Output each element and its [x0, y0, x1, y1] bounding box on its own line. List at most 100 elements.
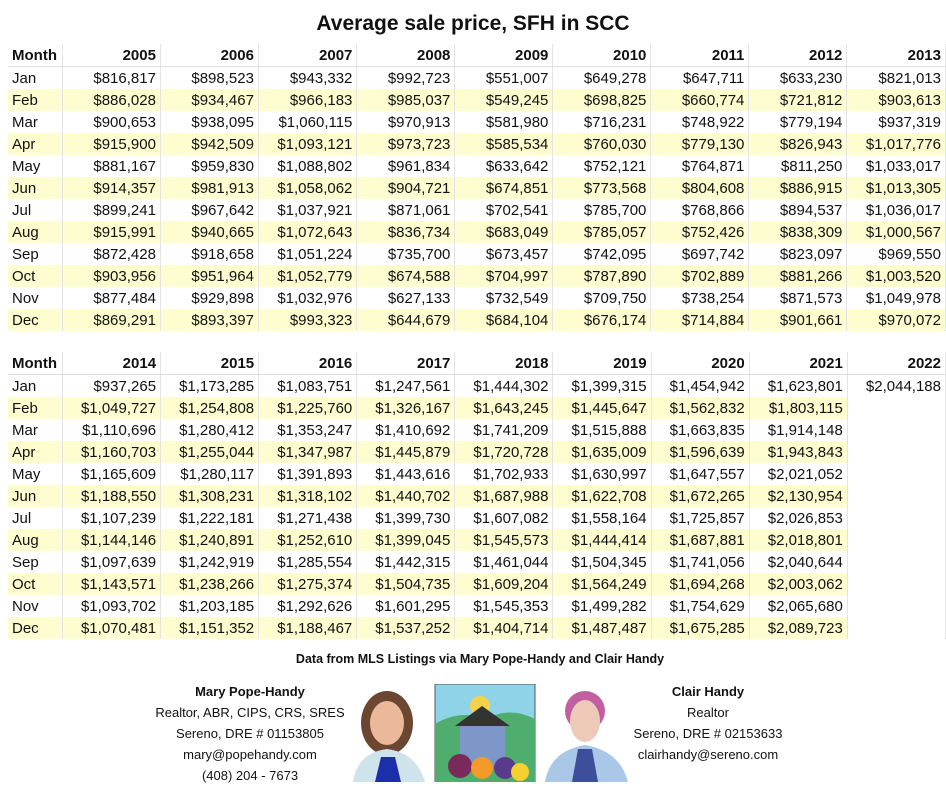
sereno-logo [434, 684, 536, 782]
price-cell: $869,291 [62, 309, 161, 331]
page-title: Average sale price, SFH in SCC [316, 12, 630, 35]
month-cell: Mar [8, 111, 63, 133]
price-cell: $1,399,045 [356, 529, 456, 551]
table-row: Aug $1,144,146 $1,240,891 $1,252,610 $1,399,… [8, 529, 946, 551]
price-cell: $1,093,702 [62, 595, 162, 617]
year-header: 2018 [454, 352, 554, 375]
price-cell: $779,130 [650, 133, 750, 155]
year-header: 2008 [356, 44, 456, 67]
agent-credentials: Realtor, ABR, CIPS, CRS, SRES [155, 705, 345, 720]
price-cell: $811,250 [748, 155, 848, 177]
month-cell: May [8, 155, 63, 177]
month-cell: Aug [8, 221, 63, 243]
price-cell: $764,871 [650, 155, 750, 177]
agent-card-clair: Clair Handy Realtor Sereno, DRE # 021536… [608, 681, 808, 765]
price-cell: $738,254 [650, 287, 750, 309]
price-cell: $1,504,345 [552, 551, 652, 573]
price-table-2014-2022: Month 2014 2015 2016 2017 2018 2019 2020 2021 202… [8, 352, 946, 639]
price-cell: $1,318,102 [258, 485, 358, 507]
price-cell: $1,725,857 [651, 507, 750, 529]
price-cell: $1,292,626 [258, 595, 358, 617]
price-cell: $1,188,467 [258, 617, 358, 639]
agent-email: mary@popehandy.com [183, 747, 317, 762]
table-row: Mar $900,653 $938,095 $1,060,115 $970,913 $58… [8, 111, 946, 133]
price-cell: $871,061 [356, 199, 456, 221]
month-cell: Jan [8, 66, 63, 89]
year-header: 2011 [650, 44, 750, 67]
price-cell: $881,266 [748, 265, 848, 287]
price-cell [847, 441, 946, 463]
price-cell: $1,049,727 [62, 397, 162, 419]
price-cell: $1,537,252 [356, 617, 456, 639]
price-cell: $721,812 [748, 89, 848, 111]
price-cell: $1,165,609 [62, 463, 162, 485]
price-cell [847, 595, 946, 617]
price-cell: $1,545,353 [454, 595, 554, 617]
price-cell: $1,060,115 [258, 111, 358, 133]
price-cell: $697,742 [650, 243, 750, 265]
table-row: Apr $1,160,703 $1,255,044 $1,347,987 $1,445,… [8, 441, 946, 463]
price-cell: $1,607,082 [454, 507, 554, 529]
price-cell: $1,003,520 [846, 265, 946, 287]
price-cell: $1,391,893 [258, 463, 358, 485]
price-cell: $886,915 [748, 177, 848, 199]
price-cell: $1,285,554 [258, 551, 358, 573]
price-cell: $1,049,978 [846, 287, 946, 309]
price-cell: $1,033,017 [846, 155, 946, 177]
price-cell: $1,110,696 [62, 419, 162, 441]
price-table-2005-2013: Month 2005 2006 2007 2008 2009 2010 2011 2012 201… [8, 44, 946, 331]
price-cell: $1,326,167 [356, 397, 456, 419]
price-cell: $742,095 [552, 243, 652, 265]
price-cell: $937,319 [846, 111, 946, 133]
price-cell: $2,026,853 [749, 507, 848, 529]
agent-title: Realtor [687, 705, 729, 720]
price-cell: $903,613 [846, 89, 946, 111]
price-cell: $1,443,616 [356, 463, 456, 485]
price-cell: $673,457 [454, 243, 554, 265]
price-cell: $1,404,714 [454, 617, 554, 639]
clair-portrait-photo [540, 683, 630, 782]
table-row: Feb $1,049,727 $1,254,808 $1,225,760 $1,326,… [8, 397, 946, 419]
price-cell: $1,252,610 [258, 529, 358, 551]
year-header: 2016 [258, 352, 358, 375]
month-cell: Feb [8, 89, 63, 111]
agent-license: Sereno, DRE # 01153805 [176, 726, 324, 741]
price-cell: $1,647,557 [651, 463, 750, 485]
price-cell: $1,093,121 [258, 133, 358, 155]
price-cell: $904,721 [356, 177, 456, 199]
year-header: 2009 [454, 44, 554, 67]
price-cell: $1,017,776 [846, 133, 946, 155]
year-header: 2020 [651, 352, 750, 375]
price-cell: $1,247,561 [356, 374, 456, 397]
month-cell: Sep [8, 243, 63, 265]
price-cell: $644,679 [356, 309, 456, 331]
agent-name: Mary Pope-Handy [195, 684, 305, 699]
price-cell: $1,943,843 [749, 441, 848, 463]
price-cell: $940,665 [160, 221, 259, 243]
price-cell: $967,642 [160, 199, 259, 221]
price-cell: $1,070,481 [62, 617, 162, 639]
price-cell: $1,663,835 [651, 419, 750, 441]
table-row: Jul $1,107,239 $1,222,181 $1,271,438 $1,399,… [8, 507, 946, 529]
table-row: Apr $915,900 $942,509 $1,093,121 $973,723 $58… [8, 133, 946, 155]
price-cell [847, 507, 946, 529]
price-cell: $1,622,708 [552, 485, 652, 507]
price-cell: $993,323 [258, 309, 358, 331]
price-cell: $779,194 [748, 111, 848, 133]
price-cell: $1,445,879 [356, 441, 456, 463]
year-header: 2007 [258, 44, 358, 67]
price-cell: $894,537 [748, 199, 848, 221]
price-cell: $1,188,550 [62, 485, 162, 507]
price-cell: $585,534 [454, 133, 554, 155]
price-cell: $1,444,302 [454, 374, 554, 397]
price-cell: $752,426 [650, 221, 750, 243]
price-cell: $1,596,639 [651, 441, 750, 463]
price-cell: $914,357 [62, 177, 161, 199]
price-cell: $1,254,808 [160, 397, 260, 419]
price-cell: $551,007 [454, 66, 554, 89]
price-cell: $647,711 [650, 66, 750, 89]
price-cell: $1,461,044 [454, 551, 554, 573]
price-cell: $1,083,751 [258, 374, 358, 397]
price-cell: $1,741,209 [454, 419, 554, 441]
price-cell: $1,160,703 [62, 441, 162, 463]
